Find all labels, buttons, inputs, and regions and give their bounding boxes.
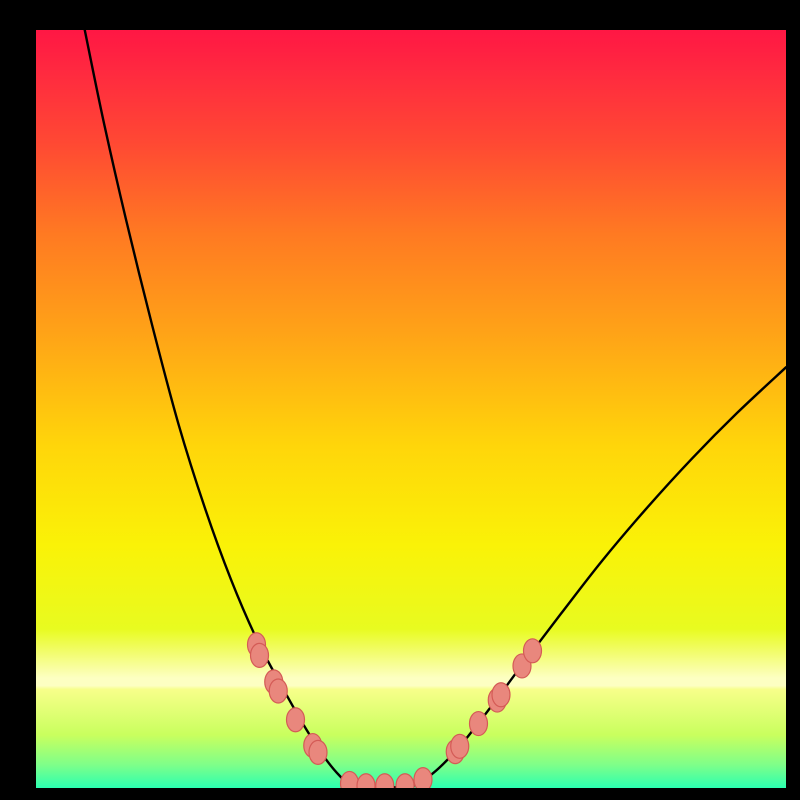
- chart-svg-layer: [36, 30, 786, 788]
- chart-frame-top: [0, 0, 800, 30]
- data-marker: [470, 712, 488, 736]
- data-marker: [357, 774, 375, 788]
- chart-plot-area: [36, 30, 786, 788]
- bottleneck-curve: [85, 30, 786, 788]
- data-marker: [376, 774, 394, 788]
- data-marker: [287, 708, 305, 732]
- marker-group: [248, 633, 542, 788]
- data-marker: [251, 643, 269, 667]
- data-marker: [451, 734, 469, 758]
- data-marker: [269, 679, 287, 703]
- chart-frame-left: [0, 0, 36, 800]
- data-marker: [309, 740, 327, 764]
- data-marker: [414, 768, 432, 788]
- data-marker: [492, 683, 510, 707]
- chart-frame-right: [786, 0, 800, 800]
- chart-frame-bottom: [0, 788, 800, 800]
- data-marker: [396, 774, 414, 788]
- data-marker: [341, 771, 359, 788]
- data-marker: [524, 639, 542, 663]
